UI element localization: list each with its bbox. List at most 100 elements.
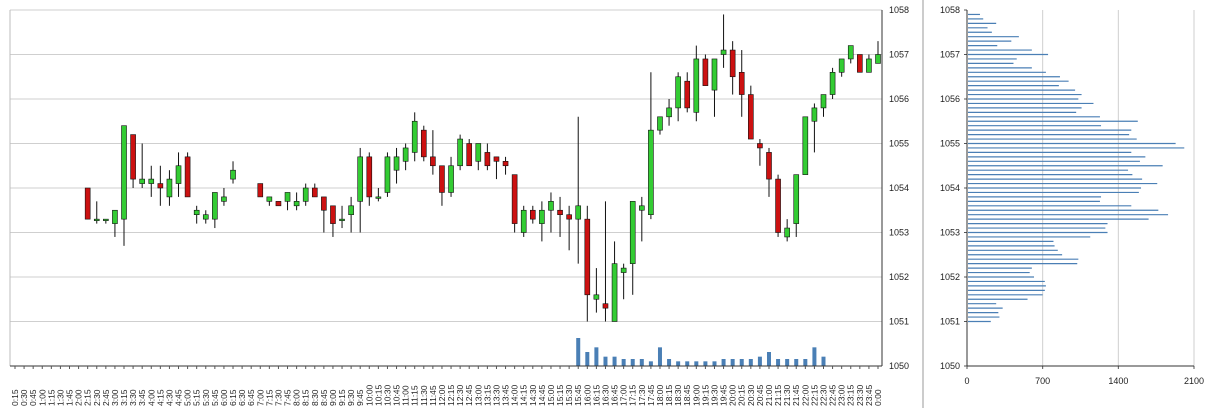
- candle-body: [711, 58, 718, 91]
- volume-bar: [794, 359, 799, 366]
- candle-body: [375, 196, 382, 199]
- time-tick-label: 15:45: [573, 384, 583, 406]
- candle-body: [193, 209, 200, 215]
- candle-body: [866, 58, 872, 73]
- candle-body: [493, 156, 500, 162]
- candle-body: [166, 178, 173, 198]
- candle-body: [675, 76, 681, 109]
- volume-bar: [585, 352, 590, 366]
- volume-bar: [748, 359, 753, 366]
- time-tick-label: 23:00: [837, 384, 847, 406]
- candle-body: [402, 147, 409, 162]
- time-tick-label: 10:45: [392, 384, 402, 406]
- candle-body: [448, 165, 454, 193]
- candle-body: [484, 152, 491, 167]
- time-tick-label: 12:45: [464, 384, 474, 406]
- time-tick-label: 5:15: [192, 389, 202, 406]
- time-tick-label: 23:30: [855, 384, 865, 406]
- candle-body: [729, 49, 736, 78]
- time-tick-label: 21:30: [782, 384, 792, 406]
- candle-body: [529, 209, 536, 220]
- time-tick-label: 12:15: [446, 384, 456, 406]
- volume-bar: [657, 347, 662, 366]
- time-tick-label: 22:45: [828, 384, 838, 406]
- profile-price-tick-label: 1056: [940, 94, 960, 104]
- candle-body: [93, 218, 100, 221]
- time-tick-label: 22:00: [800, 384, 810, 406]
- time-tick-label: 11:00: [401, 385, 411, 406]
- volume-bar: [812, 347, 817, 366]
- candle-body: [475, 143, 482, 162]
- time-tick-label: 2:45: [101, 389, 111, 406]
- time-tick-label: 9:15: [337, 389, 347, 406]
- candle-body: [639, 205, 645, 211]
- candle-body: [384, 156, 391, 193]
- profile-price-tick-label: 1051: [940, 317, 960, 327]
- time-tick-label: 19:00: [691, 384, 701, 406]
- price-tick-label: 1050: [889, 361, 909, 371]
- time-tick-label: 20:15: [737, 384, 747, 406]
- volume-bar: [776, 359, 781, 366]
- candle-body: [648, 129, 654, 215]
- time-tick-label: 21:45: [791, 384, 801, 406]
- time-tick-label: 19:30: [709, 384, 719, 406]
- candle-body: [148, 178, 155, 184]
- candle-body: [520, 209, 527, 233]
- profile-volume-tick-label: 0: [964, 376, 969, 386]
- candle-body: [84, 187, 91, 220]
- time-tick-label: 4:30: [164, 389, 174, 406]
- time-tick-label: 1:15: [46, 389, 56, 406]
- time-tick-label: 9:00: [328, 389, 338, 406]
- candle-body: [393, 156, 400, 171]
- time-tick-label: 5:00: [183, 389, 193, 406]
- volume-bar: [721, 359, 726, 366]
- candle-body: [230, 169, 236, 180]
- candle-body: [511, 174, 518, 224]
- time-tick-label: 13:00: [473, 384, 483, 406]
- time-tick-label: 19:45: [719, 384, 729, 406]
- price-tick-label: 1051: [889, 317, 909, 327]
- profile-volume-tick-label: 2100: [1184, 376, 1204, 386]
- candle-body: [602, 303, 609, 309]
- time-tick-label: 11:45: [428, 385, 438, 406]
- time-tick-label: 17:30: [637, 384, 647, 406]
- time-tick-label: 14:45: [537, 384, 547, 406]
- volume-bar: [739, 359, 744, 366]
- price-tick-label: 1054: [889, 183, 909, 193]
- candle-body: [284, 192, 291, 202]
- price-tick-label: 1058: [889, 5, 909, 15]
- candle-body: [257, 183, 264, 198]
- candle-body: [439, 165, 445, 193]
- volume-bar: [667, 359, 672, 366]
- profile-price-tick-label: 1050: [940, 361, 960, 371]
- candle-body: [566, 214, 572, 220]
- candle-body: [766, 152, 772, 180]
- candle-body: [184, 156, 191, 198]
- candle-body: [539, 209, 545, 224]
- volume-bar: [712, 361, 717, 366]
- candle-body: [666, 107, 672, 118]
- candle-layer: [84, 14, 881, 322]
- time-tick-label: 16:30: [600, 384, 610, 406]
- time-tick-label: 4:45: [174, 389, 184, 406]
- candle-body: [103, 218, 109, 221]
- candle-body: [221, 196, 227, 202]
- candle-body: [757, 143, 763, 149]
- profile-price-tick-label: 1053: [940, 228, 960, 238]
- axis-layer: 1050 1051 1052 1053 1054 1055 1056 1057 1058 0:15…: [10, 5, 1204, 406]
- time-tick-label: 17:45: [646, 384, 656, 406]
- time-tick-label: 6:15: [228, 389, 238, 406]
- candle-body: [112, 209, 118, 224]
- candle-body: [348, 205, 354, 216]
- candle-body: [330, 205, 336, 224]
- candle-body: [302, 187, 309, 202]
- time-tick-label: 16:15: [591, 384, 601, 406]
- profile-price-tick-label: 1054: [940, 183, 960, 193]
- candle-body: [139, 178, 145, 184]
- candle-body: [657, 116, 663, 131]
- time-tick-label: 21:00: [764, 384, 774, 406]
- candle-body: [311, 187, 318, 198]
- candle-body: [611, 263, 618, 322]
- volume-bar: [630, 359, 635, 366]
